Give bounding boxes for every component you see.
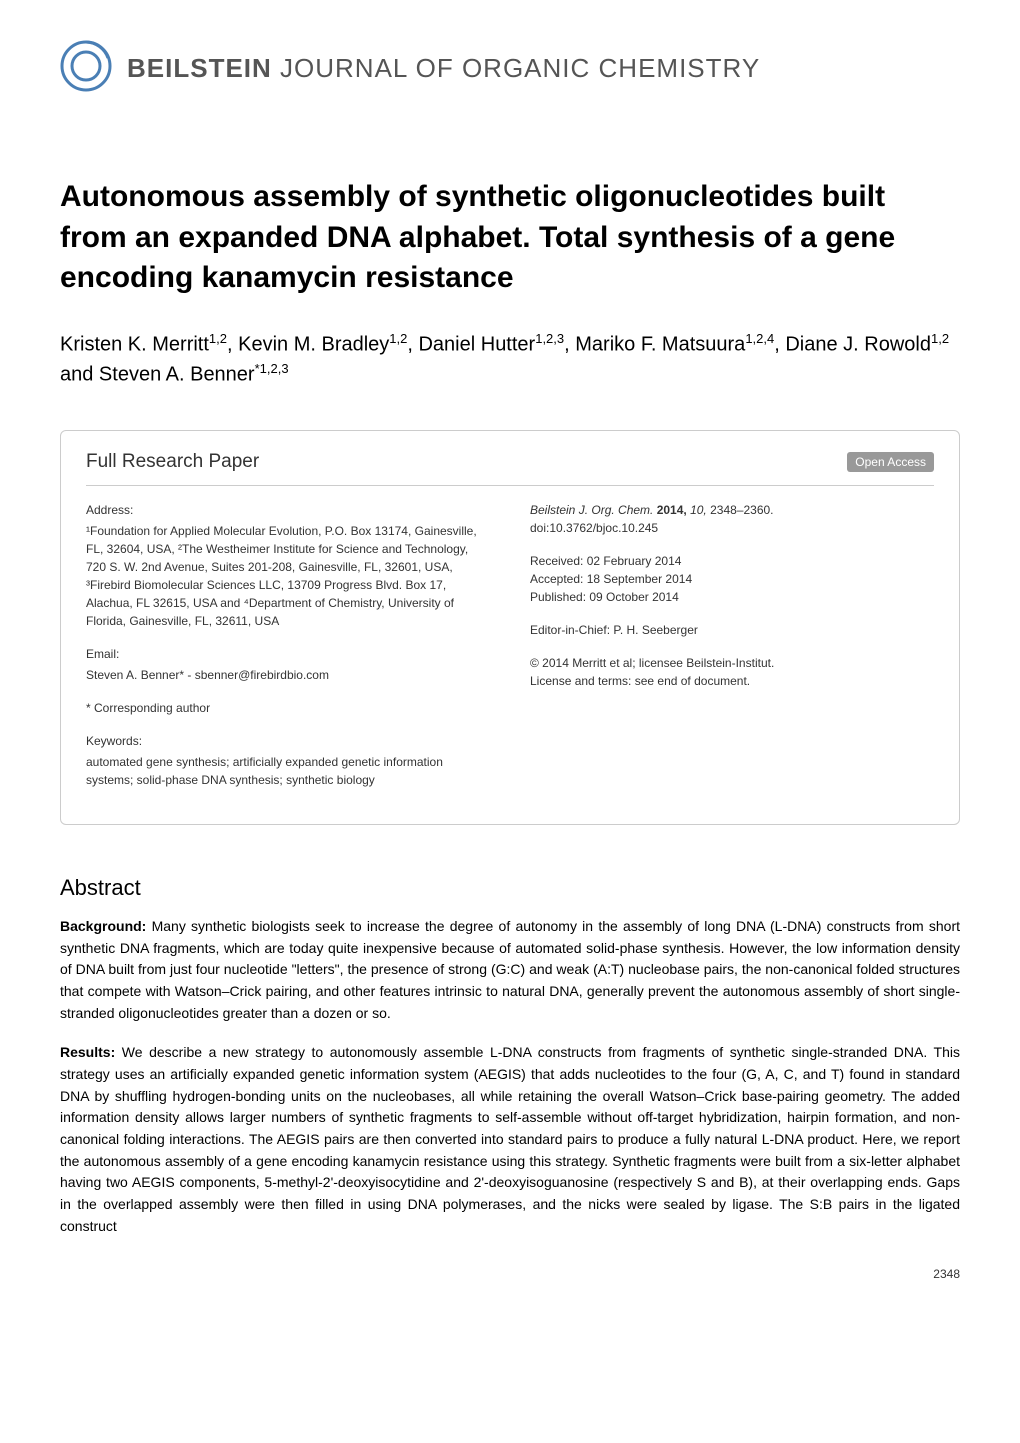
license-text: License and terms: see end of document. xyxy=(530,672,934,690)
citation-pages: 2348–2360. xyxy=(707,503,774,517)
article-title: Autonomous assembly of synthetic oligonu… xyxy=(60,177,960,299)
paper-type-label: Full Research Paper xyxy=(86,451,259,473)
citation-volume: 10, xyxy=(687,503,707,517)
citation-section: Beilstein J. Org. Chem. 2014, 10, 2348–2… xyxy=(530,501,934,537)
author-1-affil: 1,2 xyxy=(209,331,227,346)
email-label: Email: xyxy=(86,645,490,663)
abstract-paragraph-2: Results: We describe a new strategy to a… xyxy=(60,1042,960,1237)
keywords-label: Keywords: xyxy=(86,732,490,750)
citation-year: 2014, xyxy=(653,503,686,517)
author-1: Kristen K. Merritt xyxy=(60,333,209,355)
metadata-right-column: Beilstein J. Org. Chem. 2014, 10, 2348–2… xyxy=(530,501,934,804)
author-5: , Diane J. Rowold xyxy=(774,333,931,355)
citation-journal: Beilstein J. Org. Chem. xyxy=(530,503,653,517)
open-access-badge: Open Access xyxy=(847,452,934,472)
author-list: Kristen K. Merritt1,2, Kevin M. Bradley1… xyxy=(60,329,960,390)
author-3-affil: 1,2,3 xyxy=(535,331,564,346)
author-2: , Kevin M. Bradley xyxy=(227,333,389,355)
metadata-box: Full Research Paper Open Access Address:… xyxy=(60,430,960,825)
accepted-date: Accepted: 18 September 2014 xyxy=(530,570,934,588)
copyright-text: © 2014 Merritt et al; licensee Beilstein… xyxy=(530,654,934,672)
results-text: We describe a new strategy to autonomous… xyxy=(60,1044,960,1234)
license-section: © 2014 Merritt et al; licensee Beilstein… xyxy=(530,654,934,690)
received-date: Received: 02 February 2014 xyxy=(530,552,934,570)
journal-name-rest: JOURNAL OF ORGANIC CHEMISTRY xyxy=(272,53,760,83)
author-4: , Mariko F. Matsuura xyxy=(564,333,745,355)
email-section: Email: Steven A. Benner* - sbenner@fireb… xyxy=(86,645,490,684)
keywords-section: Keywords: automated gene synthesis; arti… xyxy=(86,732,490,789)
author-6-affil: *1,2,3 xyxy=(255,361,289,376)
journal-header: BEILSTEIN JOURNAL OF ORGANIC CHEMISTRY xyxy=(60,40,960,97)
address-label: Address: xyxy=(86,501,490,519)
corresponding-author: * Corresponding author xyxy=(86,699,490,717)
background-label: Background: xyxy=(60,918,146,934)
citation-line: Beilstein J. Org. Chem. 2014, 10, 2348–2… xyxy=(530,501,934,519)
author-3: , Daniel Hutter xyxy=(407,333,535,355)
page-number: 2348 xyxy=(60,1267,960,1281)
email-text: Steven A. Benner* - sbenner@firebirdbio.… xyxy=(86,666,490,684)
keywords-text: automated gene synthesis; artificially e… xyxy=(86,753,490,789)
metadata-header: Full Research Paper Open Access xyxy=(86,451,934,486)
author-5-affil: 1,2 xyxy=(931,331,949,346)
background-text: Many synthetic biologists seek to increa… xyxy=(60,918,960,1021)
doi-text: doi:10.3762/bjoc.10.245 xyxy=(530,519,934,537)
author-6: and Steven A. Benner xyxy=(60,364,255,386)
beilstein-logo-icon xyxy=(60,40,112,97)
dates-section: Received: 02 February 2014 Accepted: 18 … xyxy=(530,552,934,606)
metadata-left-column: Address: ¹Foundation for Applied Molecul… xyxy=(86,501,490,804)
journal-name-bold: BEILSTEIN xyxy=(127,53,272,83)
abstract-heading: Abstract xyxy=(60,875,960,901)
abstract-paragraph-1: Background: Many synthetic biologists se… xyxy=(60,916,960,1024)
published-date: Published: 09 October 2014 xyxy=(530,588,934,606)
results-label: Results: xyxy=(60,1044,115,1060)
metadata-columns: Address: ¹Foundation for Applied Molecul… xyxy=(86,501,934,804)
author-4-affil: 1,2,4 xyxy=(745,331,774,346)
editor-text: Editor-in-Chief: P. H. Seeberger xyxy=(530,621,934,639)
address-text: ¹Foundation for Applied Molecular Evolut… xyxy=(86,522,490,630)
address-section: Address: ¹Foundation for Applied Molecul… xyxy=(86,501,490,630)
journal-name: BEILSTEIN JOURNAL OF ORGANIC CHEMISTRY xyxy=(127,53,760,84)
author-2-affil: 1,2 xyxy=(389,331,407,346)
